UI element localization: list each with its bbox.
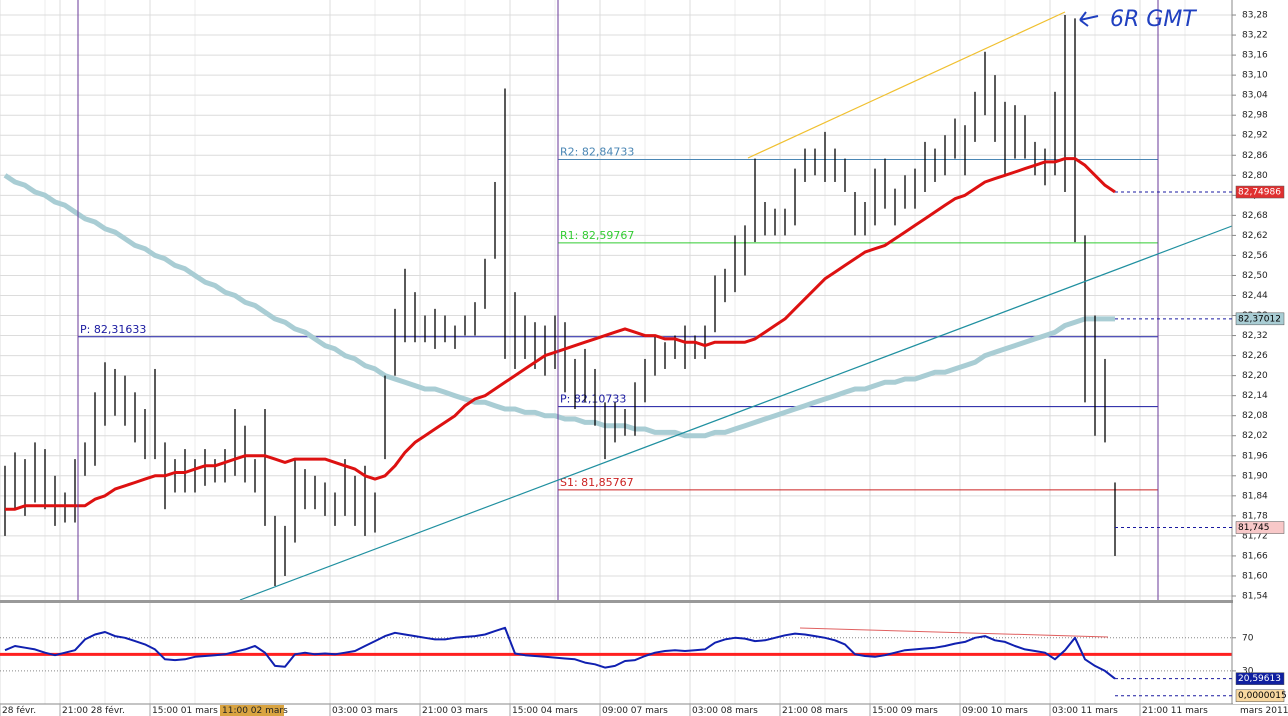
pivot-label: P: 82,31633 — [80, 323, 146, 336]
price-label: 81,745 — [1238, 523, 1270, 533]
y-tick-label: 82,26 — [1242, 351, 1268, 361]
y-tick-label: 81,84 — [1242, 491, 1268, 501]
annotation-arrow — [1079, 11, 1099, 27]
x-tick-label: 21:00 11 mars — [1142, 706, 1208, 716]
moving-average — [3, 173, 1115, 439]
y-tick-label: 82,20 — [1242, 371, 1268, 381]
price-label: 20,59613 — [1238, 674, 1281, 684]
y-tick-label: 81,54 — [1242, 591, 1268, 601]
y-tick-label: 82,62 — [1242, 231, 1268, 241]
pivot-label: R1: 82,59767 — [560, 229, 634, 242]
x-tick-label: 15:00 04 mars — [512, 706, 578, 716]
y-tick-label: 83,10 — [1242, 71, 1268, 81]
period-label: mars 2011 — [1240, 706, 1288, 716]
y-tick-label: 83,28 — [1242, 11, 1268, 21]
x-tick-label: 09:00 07 mars — [602, 706, 668, 716]
x-tick-label: 21:00 03 mars — [422, 706, 488, 716]
price-label-box — [1235, 689, 1285, 702]
pivot-label: S1: 81,85767 — [560, 476, 634, 489]
y-tick-label: 82,44 — [1242, 291, 1268, 301]
y-tick-label: 82,80 — [1242, 171, 1268, 181]
y-tick-label: 82,92 — [1242, 131, 1268, 141]
y-tick-label: 81,90 — [1242, 471, 1268, 481]
cursor-label: 11:00 02 mars — [222, 706, 288, 716]
price-label-box — [1235, 185, 1285, 199]
y-tick-label: 83,04 — [1242, 91, 1268, 101]
y-tick-label: 30 — [1242, 666, 1254, 676]
x-tick-label: 15:00 01 mars — [152, 706, 218, 716]
price-label-box — [1235, 672, 1285, 685]
y-tick-label: 83,22 — [1242, 31, 1268, 41]
y-tick-label: 82,98 — [1242, 111, 1268, 121]
price-label: 82,37012 — [1238, 314, 1281, 324]
y-tick-label: 82,02 — [1242, 431, 1268, 441]
x-tick-label: 15:00 09 mars — [872, 706, 938, 716]
price-label-box — [1235, 521, 1285, 534]
y-tick-label: 82,68 — [1242, 211, 1268, 221]
annotation: 6R GMT — [1110, 7, 1197, 32]
pivot-label: R2: 82,84733 — [560, 145, 634, 158]
y-tick-label: 82,14 — [1242, 391, 1268, 401]
cursor-box — [220, 705, 284, 716]
pivot-label: P: 82,10733 — [560, 393, 626, 406]
y-tick-label: 70 — [1242, 633, 1254, 643]
y-tick-label: 83,16 — [1242, 51, 1268, 61]
x-tick-label: 03:00 03 mars — [332, 706, 398, 716]
y-tick-label: 82,32 — [1242, 331, 1268, 341]
y-tick-label: 82,86 — [1242, 151, 1268, 161]
y-tick-label: 81,78 — [1242, 511, 1268, 521]
y-tick-label: 82,56 — [1242, 251, 1268, 261]
trend-line — [239, 225, 1233, 601]
y-tick-label: 81,66 — [1242, 551, 1268, 561]
price-label-box — [1235, 312, 1285, 326]
indicator-trend-line — [799, 627, 1109, 638]
moving-average — [5, 157, 1116, 511]
y-tick-label: 81,96 — [1242, 451, 1268, 461]
x-tick-label: 09:00 10 mars — [962, 706, 1028, 716]
x-tick-label: 03:00 08 mars — [692, 706, 758, 716]
x-tick-label: 03:00 11 mars — [1052, 706, 1118, 716]
y-tick-label: 81,60 — [1242, 571, 1268, 581]
indicator-line — [4, 626, 1116, 680]
x-tick-label: 21:00 08 mars — [782, 706, 848, 716]
y-tick-label: 82,50 — [1242, 271, 1268, 281]
price-label: 0,0000015 — [1238, 691, 1287, 701]
y-tick-label: 81,72 — [1242, 531, 1268, 541]
x-tick-label: 28 févr. — [2, 705, 36, 716]
price-label: 82,74986 — [1238, 188, 1281, 198]
y-tick-label: 82,08 — [1242, 411, 1268, 421]
x-tick-label: 21:00 28 févr. — [62, 705, 125, 716]
trend-line — [747, 11, 1066, 159]
axis-background — [1233, 0, 1288, 704]
plot: P: 82,31633 R2: 82,84733 R1: 82,59767 P: 82… — [0, 0, 1232, 704]
